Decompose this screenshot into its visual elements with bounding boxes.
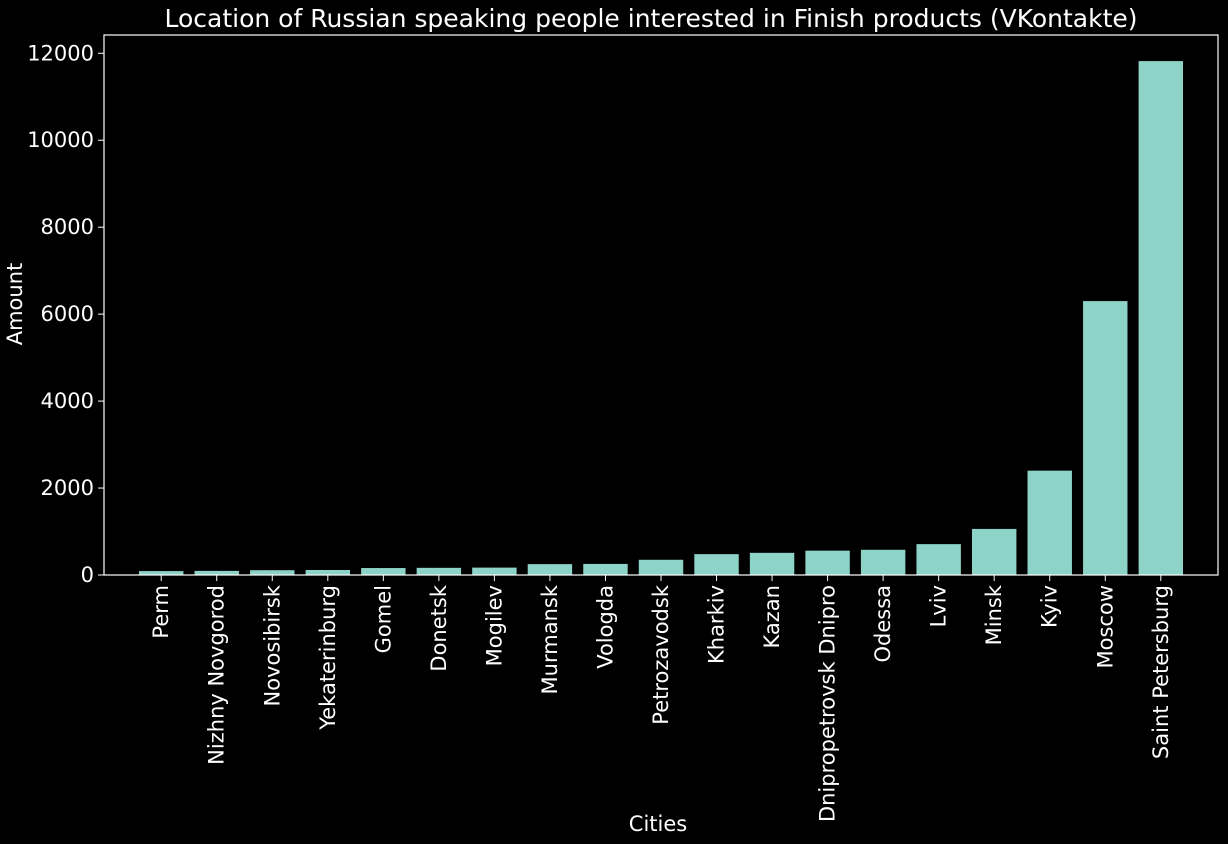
y-tick-label: 2000 xyxy=(41,476,94,500)
x-tick-label: Lviv xyxy=(927,585,951,627)
x-tick-label: Minsk xyxy=(982,584,1006,645)
x-tick-label: Moscow xyxy=(1093,585,1117,668)
bar-gomel xyxy=(361,568,406,575)
x-tick-label: Mogilev xyxy=(482,585,506,666)
x-tick-label: Saint Petersburg xyxy=(1149,585,1173,759)
y-axis-ticks: 0 2000 4000 6000 8000 10000 12000 xyxy=(27,41,104,587)
bar-group xyxy=(138,61,1184,575)
x-tick-label: Kyiv xyxy=(1038,585,1062,628)
bar-lviv xyxy=(916,544,961,575)
bar-novosibirsk xyxy=(250,570,295,575)
bar-nizhny-novgorod xyxy=(194,570,239,575)
x-tick-label: Nizhny Novgorod xyxy=(205,585,229,765)
bar-yekaterinburg xyxy=(305,570,351,575)
bar-donetsk xyxy=(416,567,462,575)
y-tick-label: 6000 xyxy=(41,302,94,326)
x-tick-label: Kazan xyxy=(760,585,784,648)
x-tick-label: Yekaterinburg xyxy=(316,585,340,731)
x-tick-label: Dnipropetrovsk Dnipro xyxy=(816,585,840,822)
bar-kyiv xyxy=(1027,470,1072,575)
y-tick-label: 12000 xyxy=(27,41,94,65)
chart-title: Location of Russian speaking people inte… xyxy=(164,4,1137,33)
x-tick-label: Murmansk xyxy=(538,584,562,694)
bar-saint-petersburg xyxy=(1138,61,1184,575)
bar-murmansk xyxy=(527,564,573,575)
y-tick-label: 4000 xyxy=(41,389,94,413)
x-tick-label: Vologda xyxy=(593,585,617,669)
x-tick-label: Perm xyxy=(149,585,173,639)
bar-kharkiv xyxy=(694,554,739,575)
y-tick-label: 0 xyxy=(81,563,94,587)
bar-minsk xyxy=(971,528,1017,575)
bar-perm xyxy=(138,571,184,575)
y-axis-label: Amount xyxy=(3,263,27,346)
bar-dnipropetrovsk-dnipro xyxy=(805,550,850,575)
bar-vologda xyxy=(583,563,628,575)
x-tick-label: Kharkiv xyxy=(705,585,729,664)
plot-frame xyxy=(103,34,1219,576)
bar-moscow xyxy=(1083,301,1128,575)
x-tick-label: Donetsk xyxy=(427,584,451,671)
x-tick-label: Gomel xyxy=(371,585,395,653)
bar-kazan xyxy=(749,552,795,575)
x-axis-label: Cities xyxy=(629,812,687,836)
y-tick-label: 8000 xyxy=(41,215,94,239)
x-axis-ticks: Perm Nizhny Novgorod Novosibirsk Yekaterinb… xyxy=(149,575,1173,822)
bar-odessa xyxy=(860,549,906,575)
x-tick-label: Novosibirsk xyxy=(260,584,284,706)
x-tick-label: Petrozavodsk xyxy=(649,584,673,725)
y-tick-label: 10000 xyxy=(27,128,94,152)
bar-petrozavodsk xyxy=(638,559,684,575)
bar-mogilev xyxy=(472,567,517,575)
x-tick-label: Odessa xyxy=(871,585,895,663)
